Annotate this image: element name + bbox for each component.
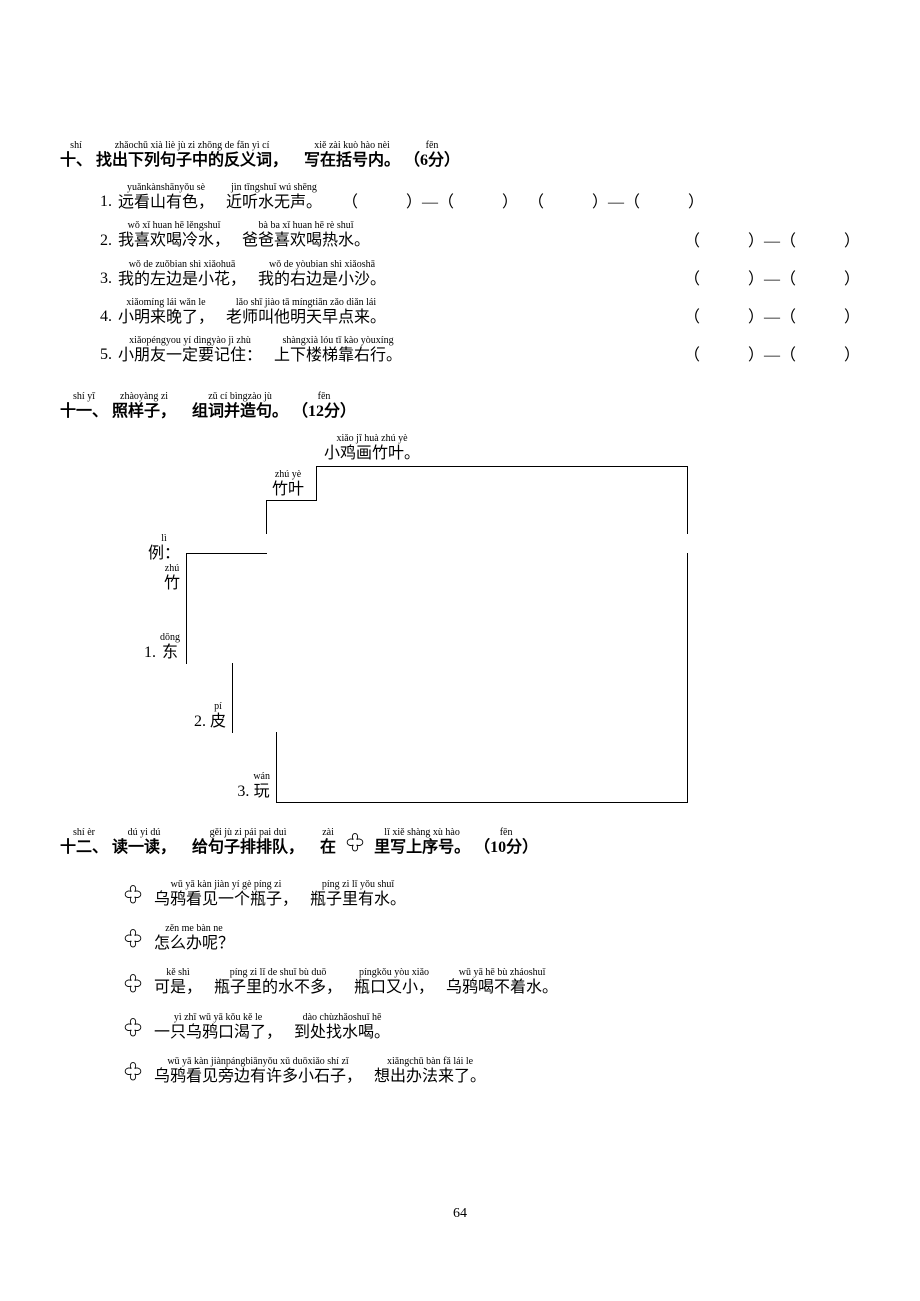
title-part: zǔ cí bìngzào jù 组词并造句。: [192, 391, 288, 421]
title-part: shí 十、: [60, 140, 92, 170]
order-row: wū yā kàn jiànpángbiānyǒu xǔ duōxiǎo shí…: [120, 1056, 860, 1086]
ruby-text: xiǎo jī huà zhú yè小鸡画竹叶。: [324, 433, 420, 463]
question-row: 5. xiǎopéngyou yí dìngyào jì zhù小朋友一定要记住：…: [100, 335, 860, 365]
stair-step: [186, 553, 688, 595]
example-label: lì例：zhú竹: [140, 533, 186, 595]
ruby-text: xiǎngchū bàn fǎ lái le想出办法来了。: [374, 1056, 486, 1086]
flower-icon[interactable]: [120, 927, 146, 953]
ruby-text: wū yā hē bù zháoshuǐ乌鸦喝不着水。: [446, 967, 558, 997]
ruby-text: wǒ xǐ huan hē lěngshuǐ我喜欢喝冷水，: [118, 220, 230, 250]
answer-blank[interactable]: （ ）—（ ）: [684, 265, 860, 289]
title-part: zhǎochū xià liè jù zi zhōng de fǎn yì cí…: [96, 140, 288, 170]
ruby-text: kě shì可是，: [154, 967, 202, 997]
answer-blank[interactable]: （ ）—（ ）: [528, 188, 704, 212]
stair-item-label: 2.pí皮: [140, 701, 232, 733]
title-part: gěi jù zi pái pai duì 给句子排排队，: [192, 827, 304, 857]
answer-blank[interactable]: （ ）—（ ）: [684, 303, 860, 327]
question-row: 3. wǒ de zuǒbian shì xiǎohuā我的左边是小花， wǒ de…: [100, 259, 860, 289]
title-part: shí èr 十二、: [60, 827, 108, 857]
ruby-text: yì zhī wū yā kǒu kě le一只乌鸦口渴了，: [154, 1012, 282, 1042]
stair-item-label: 1.dōng东: [140, 632, 186, 664]
ruby-text: wǒ de zuǒbian shì xiǎohuā我的左边是小花，: [118, 259, 246, 289]
question-row: 1. yuǎnkànshānyǒu sè远看山有色， jìn tīngshuǐ wú…: [100, 182, 860, 212]
title-part: fēn （12分）: [292, 391, 356, 421]
ruby-text: bà ba xǐ huan hē rè shuǐ爸爸喜欢喝热水。: [242, 220, 370, 250]
ruby-text: xiǎopéngyou yí dìngyào jì zhù小朋友一定要记住：: [118, 335, 262, 365]
ruby-text: píng zi lǐ de shuǐ bù duō瓶子里的水不多，: [214, 967, 342, 997]
page-number: 64: [60, 1206, 860, 1222]
order-row: wū yā kàn jiàn yí gè píng zi乌鸦看见一个瓶子， pín…: [120, 879, 860, 909]
flower-icon[interactable]: [120, 1060, 146, 1086]
order-row: yì zhī wū yā kǒu kě le一只乌鸦口渴了， dào chùzhǎ…: [120, 1012, 860, 1042]
ruby-text: shàngxià lóu tī kào yòuxíng上下楼梯靠右行。: [274, 335, 402, 365]
section-12-title: shí èr 十二、 dú yi dú 读一读， gěi jù zi pái p…: [60, 827, 860, 857]
title-part: fēn （10分）: [474, 827, 538, 857]
question-number: 1.: [100, 193, 112, 212]
stair-item-label: 3.wán玩: [140, 771, 276, 803]
question-row: 4. xiǎomíng lái wǎn le小明来晚了， lǎo shī jiào …: [100, 297, 860, 327]
ruby-text: pí皮: [210, 701, 226, 731]
order-row: zěn me bàn ne怎么办呢？: [120, 923, 860, 953]
title-part: xiě zài kuò hào nèi 写在括号内。: [304, 140, 400, 170]
question-number: 3.: [100, 270, 112, 289]
ruby-text: píngkǒu yòu xiǎo瓶口又小，: [354, 967, 434, 997]
section-11-title: shí yī 十一、 zhàoyàng zi 照样子， zǔ cí bìngzà…: [60, 391, 860, 421]
answer-blank[interactable]: （ ）—（ ）: [342, 188, 518, 212]
section-12-items: wū yā kàn jiàn yí gè píng zi乌鸦看见一个瓶子， pín…: [60, 879, 860, 1086]
ruby-text: píng zi lǐ yǒu shuǐ瓶子里有水。: [310, 879, 406, 909]
ruby-text: jìn tīngshuǐ wú shēng近听水无声。: [226, 182, 322, 212]
ruby-text: zěn me bàn ne怎么办呢？: [154, 923, 234, 953]
stair-step[interactable]: [186, 594, 688, 664]
question-number: 5.: [100, 346, 112, 365]
flower-icon[interactable]: [120, 883, 146, 909]
ruby-text: dōng东: [160, 632, 180, 662]
question-row: 2. wǒ xǐ huan hē lěngshuǐ我喜欢喝冷水， bà ba xǐ …: [100, 220, 860, 250]
stair-diagram: xiǎo jī huà zhú yè小鸡画竹叶。 zhú yè竹叶 lì例：zhú竹…: [140, 433, 860, 803]
title-part: fēn （6分）: [404, 140, 460, 170]
section-10-title: shí 十、 zhǎochū xià liè jù zi zhōng de fǎ…: [60, 140, 860, 170]
title-part: zhàoyàng zi 照样子，: [112, 391, 176, 421]
title-part: dú yi dú 读一读，: [112, 827, 176, 857]
order-row: kě shì可是， píng zi lǐ de shuǐ bù duō瓶子里的水不…: [120, 967, 860, 997]
question-number: 2.: [100, 232, 112, 251]
stair-step: [316, 466, 688, 501]
ruby-text: wán玩: [253, 771, 270, 801]
ruby-text: zhú竹: [164, 563, 180, 593]
title-part: zài 在: [320, 827, 336, 857]
flower-icon: [342, 831, 368, 857]
stair-step[interactable]: [232, 663, 688, 733]
ruby-text: wǒ de yòubian shì xiǎoshā我的右边是小沙。: [258, 259, 386, 289]
ruby-text: zhú yè竹叶: [272, 469, 304, 499]
title-part: shí yī 十一、: [60, 391, 108, 421]
title-part: lǐ xiě shàng xù hào 里写上序号。: [374, 827, 470, 857]
ruby-text: dào chùzhǎoshuǐ hē到处找水喝。: [294, 1012, 390, 1042]
ruby-text: wū yā kàn jiàn yí gè píng zi乌鸦看见一个瓶子，: [154, 879, 298, 909]
question-number: 4.: [100, 308, 112, 327]
section-10-items: 1. yuǎnkànshānyǒu sè远看山有色， jìn tīngshuǐ wú…: [60, 182, 860, 365]
stair-step: [266, 500, 688, 534]
worksheet-page: shí 十、 zhǎochū xià liè jù zi zhōng de fǎ…: [0, 0, 920, 1282]
flower-icon[interactable]: [120, 972, 146, 998]
ruby-text: yuǎnkànshānyǒu sè远看山有色，: [118, 182, 214, 212]
ruby-text: lǎo shī jiào tā míngtiān zǎo diǎn lái老师叫…: [226, 297, 386, 327]
ruby-text: lì例：: [148, 533, 180, 563]
answer-blank[interactable]: （ ）—（ ）: [684, 227, 860, 251]
answer-blank[interactable]: （ ）—（ ）: [684, 341, 860, 365]
ruby-text: xiǎomíng lái wǎn le小明来晚了，: [118, 297, 214, 327]
flower-icon[interactable]: [120, 1016, 146, 1042]
ruby-text: wū yā kàn jiànpángbiānyǒu xǔ duōxiǎo shí…: [154, 1056, 362, 1086]
stair-step[interactable]: [276, 732, 688, 803]
